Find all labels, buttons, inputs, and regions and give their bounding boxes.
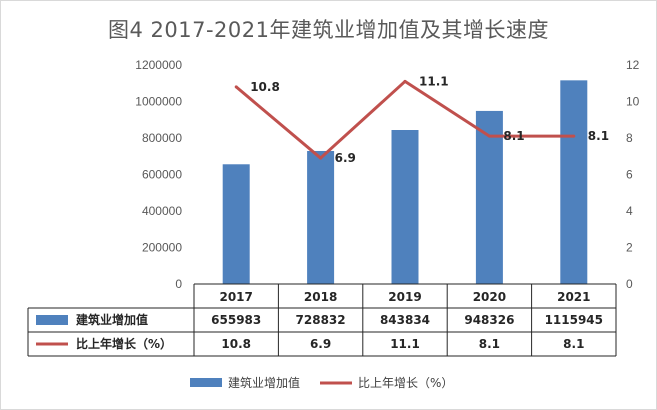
left-axis-tick-label: 0 — [175, 277, 182, 291]
bar — [222, 164, 250, 284]
right-axis-tick-label: 4 — [626, 204, 633, 218]
line-data-label: 11.1 — [419, 74, 449, 88]
right-axis-tick-label: 8 — [626, 131, 633, 145]
left-axis-tick-label: 800000 — [142, 131, 182, 145]
bar — [475, 110, 503, 284]
table-cell: 8.1 — [563, 337, 584, 351]
bar — [307, 150, 335, 284]
left-axis-tick-label: 1200000 — [135, 58, 182, 72]
table-cell: 655983 — [211, 313, 261, 327]
left-axis-tick-label: 600000 — [142, 168, 182, 182]
right-axis-tick-label: 0 — [626, 277, 633, 291]
line-data-label: 6.9 — [335, 151, 356, 165]
bar — [560, 80, 588, 285]
left-axis-tick-label: 1000000 — [135, 95, 182, 109]
left-axis-tick-label: 400000 — [142, 204, 182, 218]
table-row-label: 建筑业增加值 — [75, 312, 148, 327]
legend-line-label: 比上年增长（%） — [358, 376, 453, 390]
table-header-cell: 2019 — [388, 290, 421, 304]
right-axis-tick-label: 6 — [626, 168, 633, 182]
table-cell: 6.9 — [310, 337, 331, 351]
table-header-cell: 2020 — [473, 290, 506, 304]
table-header-cell: 2017 — [219, 290, 252, 304]
table-cell: 948326 — [464, 313, 514, 327]
line-point — [572, 134, 576, 138]
table-header-cell: 2018 — [304, 290, 337, 304]
line-point — [319, 156, 323, 160]
table-cell: 10.8 — [221, 337, 251, 351]
line-point — [403, 79, 407, 83]
right-axis-tick-label: 12 — [626, 58, 640, 72]
chart-title: 图4 2017-2021年建筑业增加值及其增长速度 — [108, 18, 549, 42]
table-header-cell: 2021 — [557, 290, 590, 304]
table-cell: 8.1 — [479, 337, 500, 351]
table-cell: 843834 — [380, 313, 430, 327]
line-data-label: 8.1 — [588, 129, 609, 143]
right-axis-tick-label: 10 — [626, 95, 640, 109]
bar — [391, 130, 419, 284]
line-data-label: 10.8 — [250, 80, 280, 94]
legend-bar-swatch — [190, 378, 222, 387]
left-axis-tick-label: 200000 — [142, 241, 182, 255]
legend-bar-label: 建筑业增加值 — [228, 375, 300, 390]
table-row-label: 比上年增长（%） — [76, 336, 172, 351]
line-point — [487, 134, 491, 138]
table-cell: 11.1 — [390, 337, 420, 351]
table-cell: 1115945 — [545, 313, 603, 327]
line-point — [234, 85, 238, 89]
line-data-label: 8.1 — [503, 129, 524, 143]
table-cell: 728832 — [296, 313, 346, 327]
right-axis-tick-label: 2 — [626, 241, 633, 255]
table-legend-bar-key — [36, 315, 68, 325]
